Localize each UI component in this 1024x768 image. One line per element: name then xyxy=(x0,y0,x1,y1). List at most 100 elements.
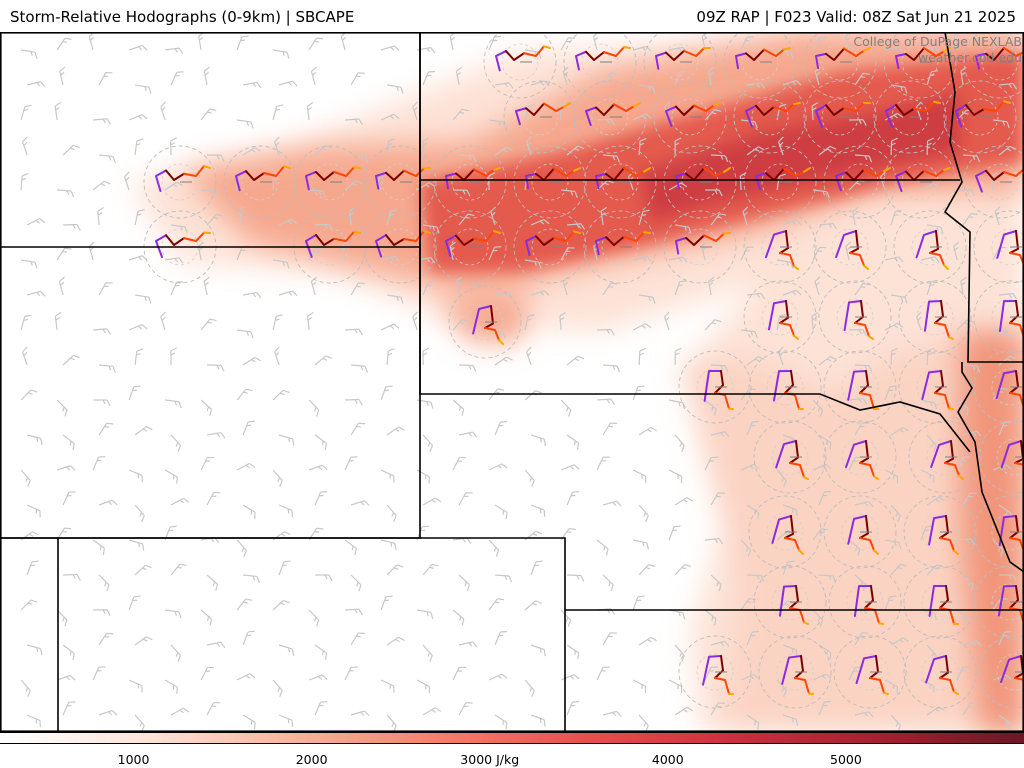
barb-flag xyxy=(280,602,285,606)
barb-flag xyxy=(889,595,897,598)
wind-barb xyxy=(560,464,580,471)
barb-flag xyxy=(427,442,431,447)
barb-flag xyxy=(428,686,431,694)
barb-flag xyxy=(679,70,687,73)
barb-staff xyxy=(386,714,397,726)
barb-flag xyxy=(254,356,261,362)
hodo-segment xyxy=(847,370,867,401)
range-ring-inner xyxy=(451,228,489,266)
barb-flag xyxy=(927,347,935,352)
barb-flag xyxy=(425,474,427,480)
barb-flag xyxy=(868,501,874,508)
barb-staff xyxy=(524,469,535,481)
barb-flag xyxy=(646,542,650,550)
hodo-segment xyxy=(385,234,405,246)
barb-flag xyxy=(355,180,363,184)
barb-flag xyxy=(610,422,618,425)
barb-flag xyxy=(539,220,545,225)
barb-flag xyxy=(900,86,903,92)
wind-barb xyxy=(926,496,945,506)
barb-staff xyxy=(128,539,143,545)
wind-barb xyxy=(818,700,832,716)
barb-flag xyxy=(250,121,254,129)
barb-flag xyxy=(364,365,369,373)
wind-barb xyxy=(20,469,31,487)
barb-flag xyxy=(76,224,81,231)
barb-flag xyxy=(256,81,262,89)
wind-barb xyxy=(98,632,114,646)
barb-flag xyxy=(931,652,935,657)
hodo-segment xyxy=(868,335,874,340)
barb-staff xyxy=(962,640,977,646)
barb-staff xyxy=(953,36,958,51)
wind-barb xyxy=(530,644,546,657)
wind-barb xyxy=(818,490,832,506)
barb-staff xyxy=(890,84,906,88)
hodo-segment xyxy=(883,691,889,695)
barb-flag xyxy=(137,473,140,479)
barb-staff xyxy=(490,211,496,226)
barb-flag xyxy=(648,86,651,92)
wind-barb xyxy=(566,644,580,660)
barb-flag xyxy=(711,616,714,621)
barb-flag xyxy=(610,282,618,285)
barb-flag xyxy=(390,256,395,261)
hodo-segment xyxy=(925,655,947,684)
hodo-segment xyxy=(1003,47,1024,57)
barb-staff xyxy=(128,469,143,477)
barb-staff xyxy=(739,175,742,191)
sbcape-colorbar xyxy=(0,732,1024,744)
wind-barb xyxy=(160,101,166,121)
barb-staff xyxy=(165,609,180,613)
barb-flag xyxy=(1008,723,1012,730)
barb-staff xyxy=(812,247,820,261)
wind-barb xyxy=(525,136,532,156)
barb-staff xyxy=(746,356,759,366)
barb-flag xyxy=(532,602,537,606)
barb-flag xyxy=(745,40,750,42)
wind-barb xyxy=(638,564,656,576)
barb-flag xyxy=(174,611,177,616)
wind-barb xyxy=(236,35,249,51)
barb-staff xyxy=(740,463,755,471)
wind-barb xyxy=(350,710,370,717)
barb-staff xyxy=(458,492,467,506)
barb-flag xyxy=(815,71,821,76)
range-ring-inner xyxy=(466,303,504,341)
hodo-segment xyxy=(929,230,939,254)
barb-staff xyxy=(777,141,784,156)
wind-barb xyxy=(746,356,765,366)
barb-flag xyxy=(291,510,293,518)
barb-flag xyxy=(35,219,40,224)
barb-flag xyxy=(535,600,543,604)
barb-flag xyxy=(976,640,982,647)
barb-staff xyxy=(278,434,293,440)
barb-staff xyxy=(350,710,365,716)
wind-barb xyxy=(380,255,400,262)
wind-barb xyxy=(160,311,166,331)
barb-flag xyxy=(30,389,38,393)
hodo-segment xyxy=(934,322,950,339)
barb-staff xyxy=(998,145,1011,156)
barb-flag xyxy=(352,182,357,186)
barb-flag xyxy=(207,456,215,459)
barb-flag xyxy=(461,618,465,626)
wind-barb xyxy=(524,314,535,331)
barb-flag xyxy=(179,563,187,567)
barb-flag xyxy=(574,148,580,151)
wind-barb xyxy=(92,539,106,555)
hodo-segment xyxy=(553,230,575,242)
barb-staff xyxy=(272,469,283,481)
barb-staff xyxy=(998,355,1011,366)
range-ring-inner xyxy=(996,438,1024,476)
barb-staff xyxy=(170,707,184,716)
hodo-segment xyxy=(155,234,167,258)
wind-barb xyxy=(20,679,31,697)
barb-flag xyxy=(594,36,599,41)
barb-flag xyxy=(318,466,323,471)
barb-flag xyxy=(972,155,976,161)
barb-staff xyxy=(98,499,113,506)
barb-flag xyxy=(241,35,249,38)
barb-flag xyxy=(527,314,535,317)
barb-staff xyxy=(242,147,256,156)
